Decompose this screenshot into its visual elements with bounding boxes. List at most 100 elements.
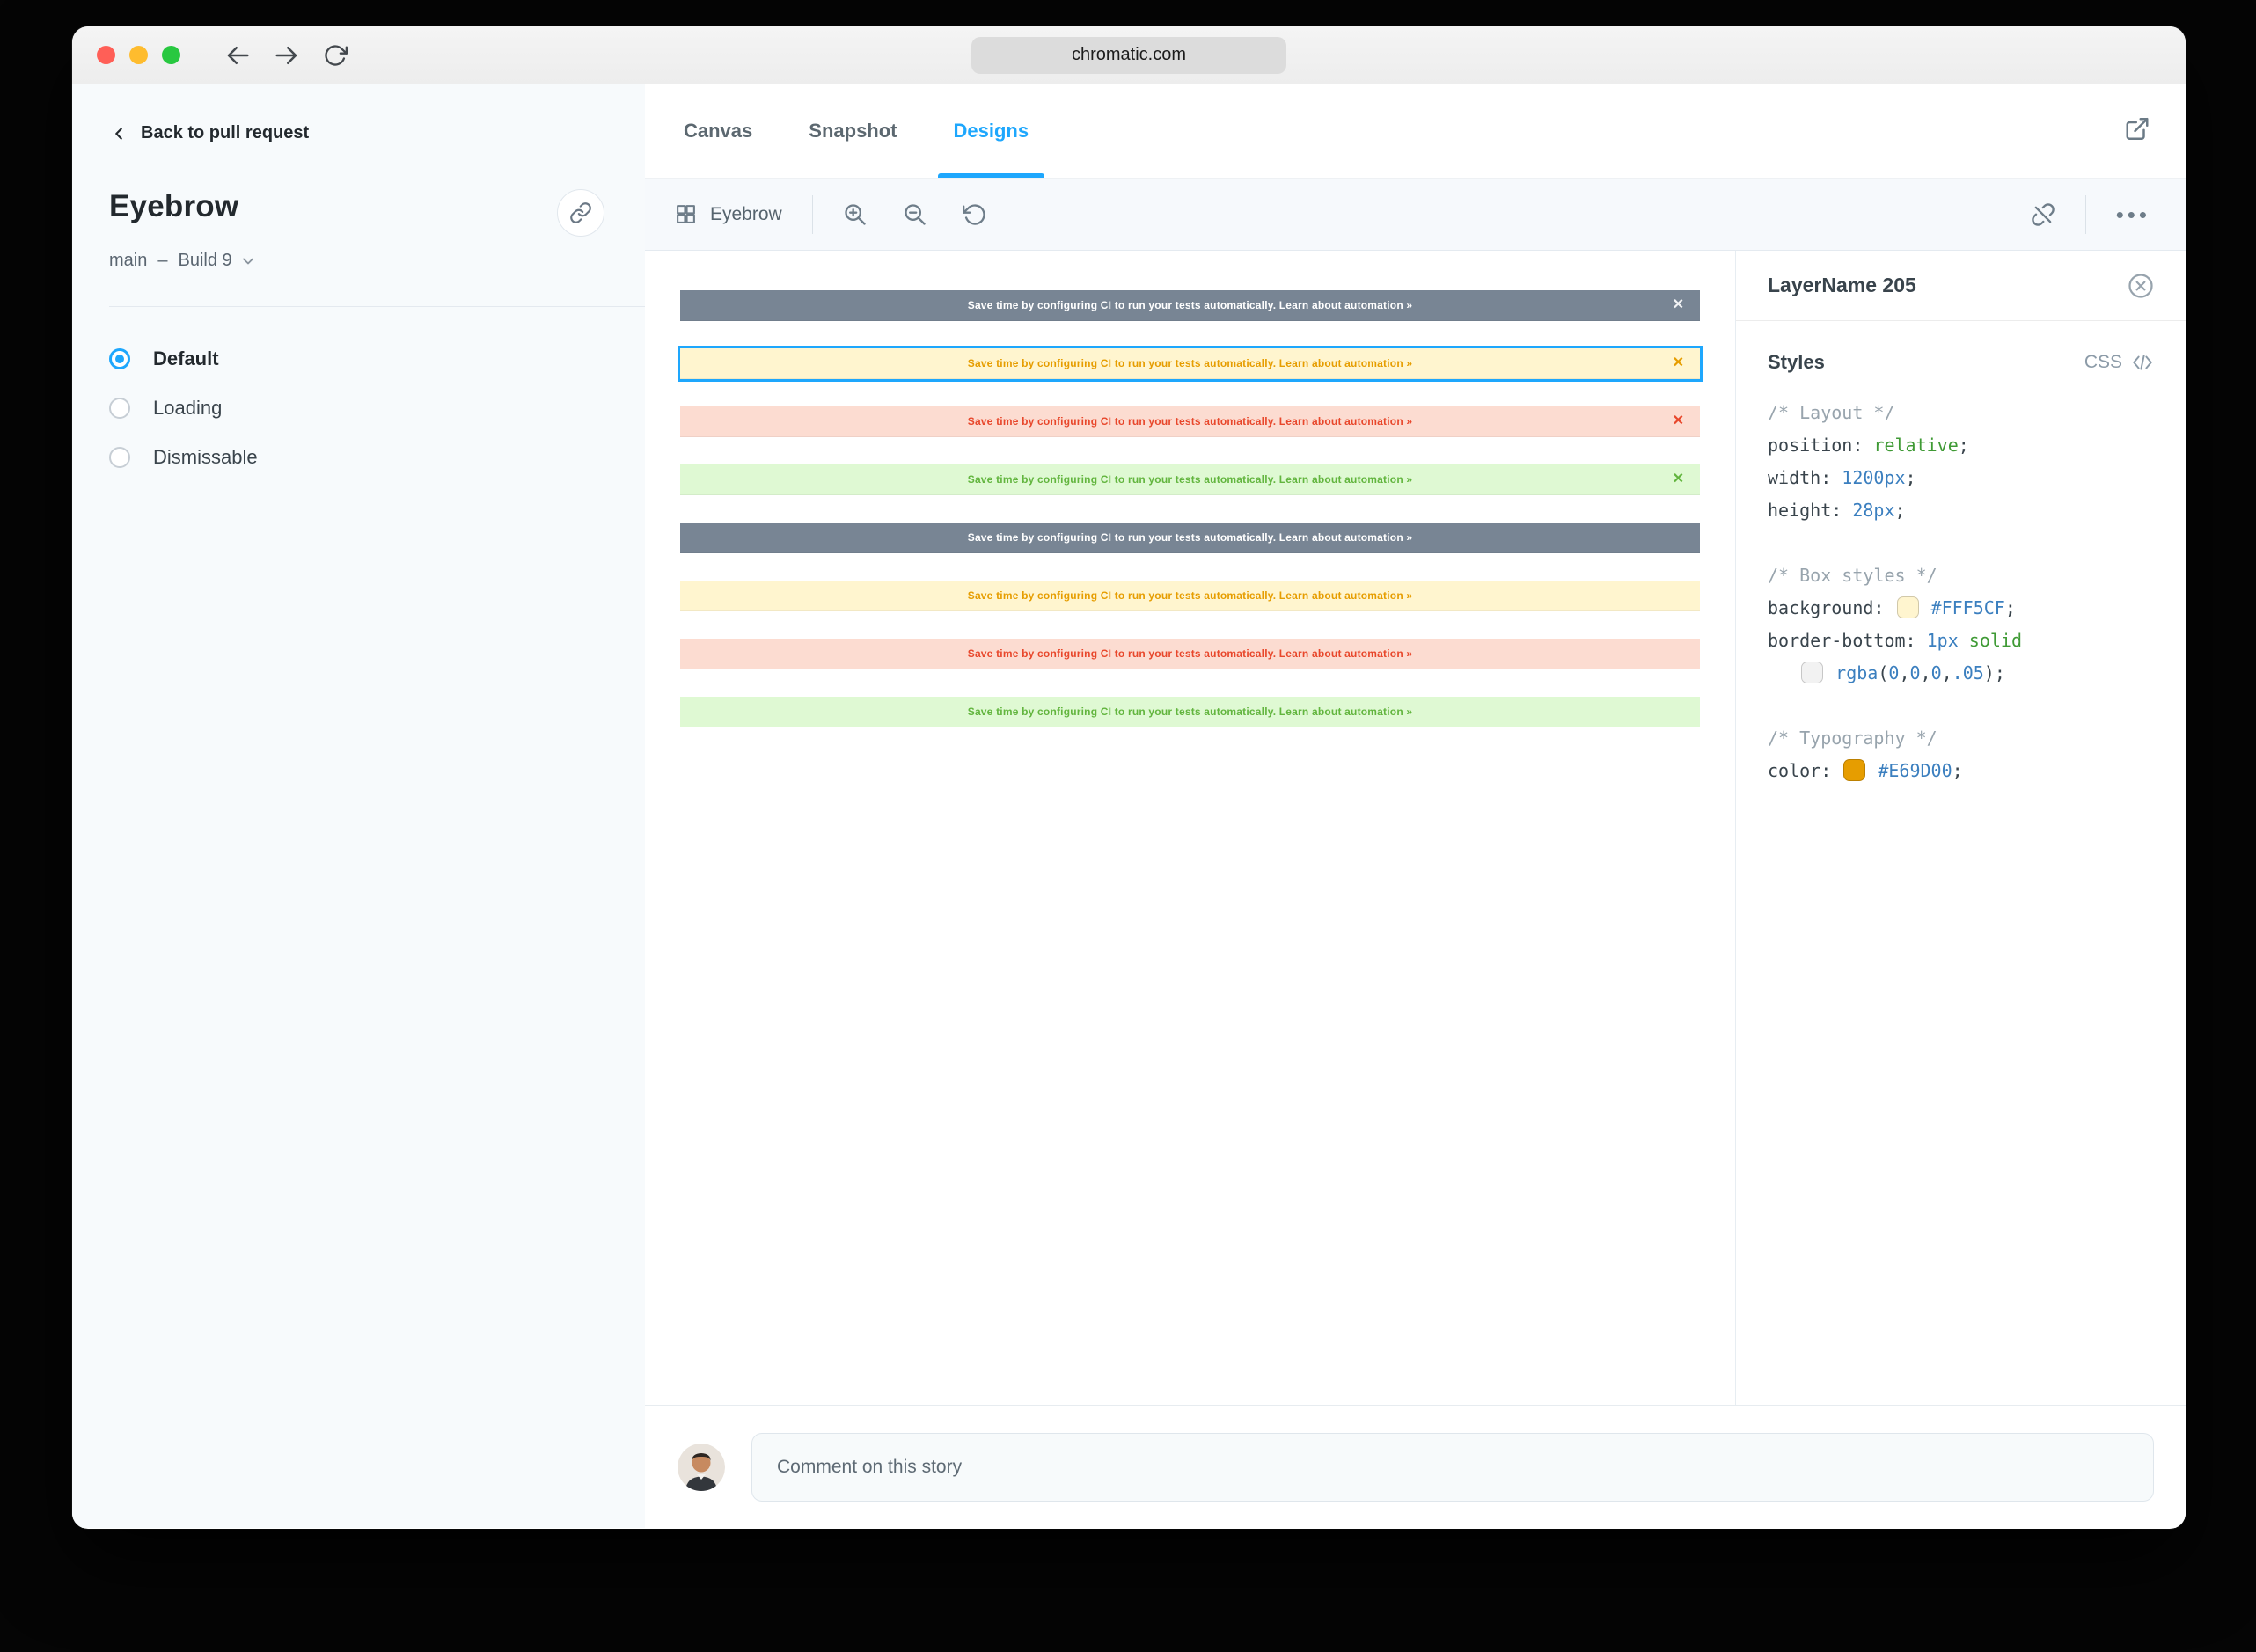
code-line: /* Box styles */	[1768, 559, 2159, 592]
branch-build-separator: –	[157, 251, 168, 270]
zoom-in-button[interactable]	[843, 202, 868, 227]
code-token: ;	[1894, 500, 1906, 521]
back-button[interactable]	[224, 42, 251, 69]
banner-green-static[interactable]: Save time by configuring CI to run your …	[680, 697, 1700, 727]
tabs-row: Canvas Snapshot Designs	[645, 84, 2186, 179]
styles-panel: LayerName 205 Styles CSS /* Layout */ pos…	[1735, 251, 2186, 1405]
code-line	[1768, 527, 2159, 559]
code-token: #FFF5CF	[1920, 597, 2005, 618]
code-token	[1768, 662, 1799, 683]
rotate-ccw-icon	[962, 203, 985, 225]
code-token: 0	[1888, 662, 1900, 683]
url-text: chromatic.com	[1071, 45, 1187, 64]
more-menu-button[interactable]: •••	[2115, 201, 2150, 228]
chevron-down-icon	[242, 258, 253, 264]
code-token: ,	[1920, 662, 1931, 683]
refresh-button[interactable]	[323, 43, 348, 68]
back-to-pull-request-link[interactable]: Back to pull request	[109, 123, 645, 143]
forward-button[interactable]	[274, 42, 300, 69]
variant-radio-default[interactable]: Default	[109, 347, 645, 370]
banner-text: Save time by configuring CI to run your …	[967, 647, 1413, 660]
code-token: rgba	[1835, 662, 1879, 683]
sidebar: Back to pull request Eyebrow main – Buil…	[72, 84, 645, 1528]
back-arrow-icon	[227, 46, 249, 64]
css-toggle-button[interactable]: CSS	[2084, 351, 2154, 374]
comment-input[interactable]	[751, 1432, 2154, 1502]
reset-zoom-button[interactable]	[962, 202, 987, 227]
banner-close-button[interactable]: ✕	[1672, 297, 1684, 312]
code-token: 0	[1930, 662, 1942, 683]
code-token: ,	[1899, 662, 1910, 683]
banner-slate-static[interactable]: Save time by configuring CI to run your …	[680, 523, 1700, 553]
code-token: ;	[1994, 662, 2005, 683]
panel-close-button[interactable]	[2128, 273, 2154, 299]
page-title: Eyebrow	[109, 189, 239, 223]
grid-icon	[677, 205, 695, 223]
code-line: color: #E69D00;	[1768, 755, 2159, 787]
copy-link-button[interactable]	[557, 189, 604, 237]
unlink-designs-button[interactable]	[2031, 202, 2055, 227]
variant-radio-loading[interactable]: Loading	[109, 397, 645, 420]
zoom-out-button[interactable]	[903, 202, 927, 227]
component-menu-button[interactable]	[675, 203, 697, 225]
zoom-button[interactable]	[162, 46, 180, 64]
banner-yellow-static[interactable]: Save time by configuring CI to run your …	[680, 581, 1700, 611]
code-token: 1px	[1926, 630, 1959, 651]
banner-close-button[interactable]: ✕	[1672, 471, 1684, 486]
code-token: /* Layout */	[1768, 402, 1895, 423]
banner-yellow[interactable]: Save time by configuring CI to run your …	[680, 348, 1700, 379]
banner-text: Save time by configuring CI to run your …	[967, 531, 1413, 544]
minimize-button[interactable]	[129, 46, 148, 64]
browser-chrome: chromatic.com	[72, 26, 2186, 84]
banner-text: Save time by configuring CI to run your …	[967, 357, 1413, 369]
open-in-new-window-button[interactable]	[2124, 116, 2150, 147]
banner-green[interactable]: Save time by configuring CI to run your …	[680, 464, 1700, 495]
banner-close-button[interactable]: ✕	[1672, 413, 1684, 428]
toolbar-divider	[811, 194, 813, 234]
color-swatch	[1896, 596, 1919, 618]
code-line: /* Layout */	[1768, 397, 2159, 429]
banner-text: Save time by configuring CI to run your …	[967, 299, 1413, 311]
layer-name: LayerName 205	[1768, 274, 1916, 296]
variant-radio-dismissable[interactable]: Dismissable	[109, 446, 645, 469]
code-token: (	[1878, 662, 1889, 683]
browser-nav	[224, 42, 348, 69]
toolbar-divider	[2084, 194, 2086, 234]
code-line: border-bottom: 1px solid	[1768, 625, 2159, 657]
build-selector[interactable]: Build 9	[178, 251, 256, 271]
code-token: color:	[1768, 760, 1842, 781]
traffic-lights	[97, 46, 180, 64]
close-button[interactable]	[97, 46, 115, 64]
tab-canvas[interactable]: Canvas	[684, 120, 753, 142]
circled-close-icon	[2128, 273, 2153, 298]
code-line: width: 1200px;	[1768, 462, 2159, 494]
code-icon	[2133, 355, 2152, 370]
branch-label: main	[109, 251, 148, 270]
code-line: rgba(0,0,0,.05);	[1768, 657, 2159, 690]
url-bar[interactable]: chromatic.com	[971, 36, 1286, 74]
banner-text: Save time by configuring CI to run your …	[967, 705, 1413, 718]
css-toggle-label: CSS	[2084, 352, 2122, 372]
code-token: background:	[1768, 597, 1895, 618]
variant-list: Default Loading Dismissable	[109, 347, 645, 469]
code-token: 0	[1909, 662, 1921, 683]
radio-icon	[109, 398, 130, 419]
code-line: height: 28px;	[1768, 494, 2159, 527]
banner-red[interactable]: Save time by configuring CI to run your …	[680, 406, 1700, 437]
code-token: /* Box styles */	[1768, 565, 1937, 586]
code-line: /* Typography */	[1768, 722, 2159, 755]
tab-designs[interactable]: Designs	[937, 84, 1045, 178]
banner-red-static[interactable]: Save time by configuring CI to run your …	[680, 639, 1700, 669]
banner-slate[interactable]: Save time by configuring CI to run your …	[680, 290, 1700, 321]
design-canvas: Save time by configuring CI to run your …	[645, 251, 1735, 1405]
tab-snapshot[interactable]: Snapshot	[809, 120, 897, 142]
code-token: 28px	[1852, 500, 1895, 521]
code-token: width:	[1768, 467, 1842, 488]
external-link-icon	[2126, 118, 2149, 140]
variant-label: Loading	[153, 397, 223, 419]
main-area: Canvas Snapshot Designs Eyebrow	[645, 84, 2186, 1528]
banner-close-button[interactable]: ✕	[1672, 355, 1684, 370]
banner-text: Save time by configuring CI to run your …	[967, 415, 1413, 428]
code-token: 1200px	[1842, 467, 1906, 488]
code-token: ;	[1905, 467, 1916, 488]
